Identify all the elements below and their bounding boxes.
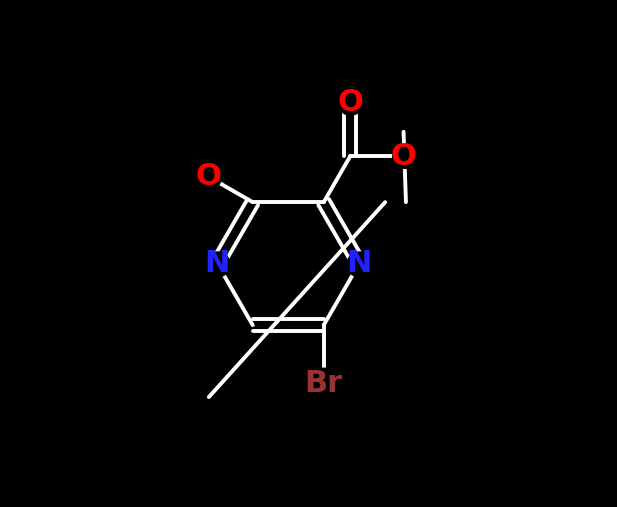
Text: O: O (196, 162, 222, 191)
Text: O: O (337, 88, 363, 117)
Text: N: N (347, 249, 372, 278)
Text: O: O (391, 141, 416, 170)
Text: N: N (205, 249, 230, 278)
Text: Br: Br (305, 369, 343, 398)
